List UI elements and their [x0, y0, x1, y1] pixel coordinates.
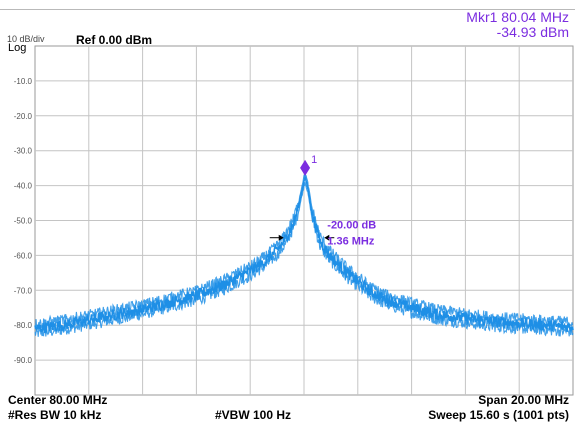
y-tick-label: -10.0: [14, 77, 33, 86]
y-tick-label: -40.0: [14, 182, 33, 191]
y-tick-labels: -10.0 -20.0 -30.0 -40.0 -50.0 -60.0 -70.0 -80.0…: [14, 77, 33, 365]
bandwidth-arrowhead-left: [278, 234, 284, 241]
marker-amplitude: -34.93 dBm: [496, 24, 569, 40]
sweep-info: Sweep 15.60 s (1001 pts): [428, 408, 569, 422]
y-tick-label: -20.0: [14, 112, 33, 121]
y-tick-label: -30.0: [14, 147, 33, 156]
plot-grid: [34, 45, 574, 396]
y-tick-label: -50.0: [14, 217, 33, 226]
trace-layer: [34, 171, 574, 337]
marker-diamond: [300, 159, 311, 176]
marker-readout: Mkr1 80.04 MHz -34.93 dBm: [466, 10, 569, 40]
scale-label: 10 dB/div: [7, 34, 45, 44]
y-tick-label: -80.0: [14, 321, 33, 330]
y-tick-label: -90.0: [14, 356, 33, 365]
span-value: Span 20.00 MHz: [478, 393, 569, 407]
marker-frequency: Mkr1 80.04 MHz: [466, 9, 569, 25]
y-tick-label: -70.0: [14, 286, 33, 295]
mode-label: Log: [8, 42, 27, 54]
y-tick-label: -60.0: [14, 251, 33, 260]
resolution-bandwidth: #Res BW 10 kHz: [8, 408, 102, 422]
video-bandwidth: #VBW 100 Hz: [215, 408, 292, 422]
marker-layer: 1 -20.00 dB 1.36 MHz: [269, 154, 376, 248]
reference-level: Ref 0.00 dBm: [76, 33, 153, 47]
trace-line: [34, 171, 574, 330]
marker-number: 1: [311, 154, 317, 166]
bandwidth-db-label: -20.00 dB: [327, 220, 376, 232]
bandwidth-width-label: 1.36 MHz: [327, 236, 375, 248]
center-frequency: Center 80.00 MHz: [8, 393, 108, 407]
bandwidth-arrowhead-right: [324, 234, 330, 241]
header-divider: [0, 9, 575, 10]
